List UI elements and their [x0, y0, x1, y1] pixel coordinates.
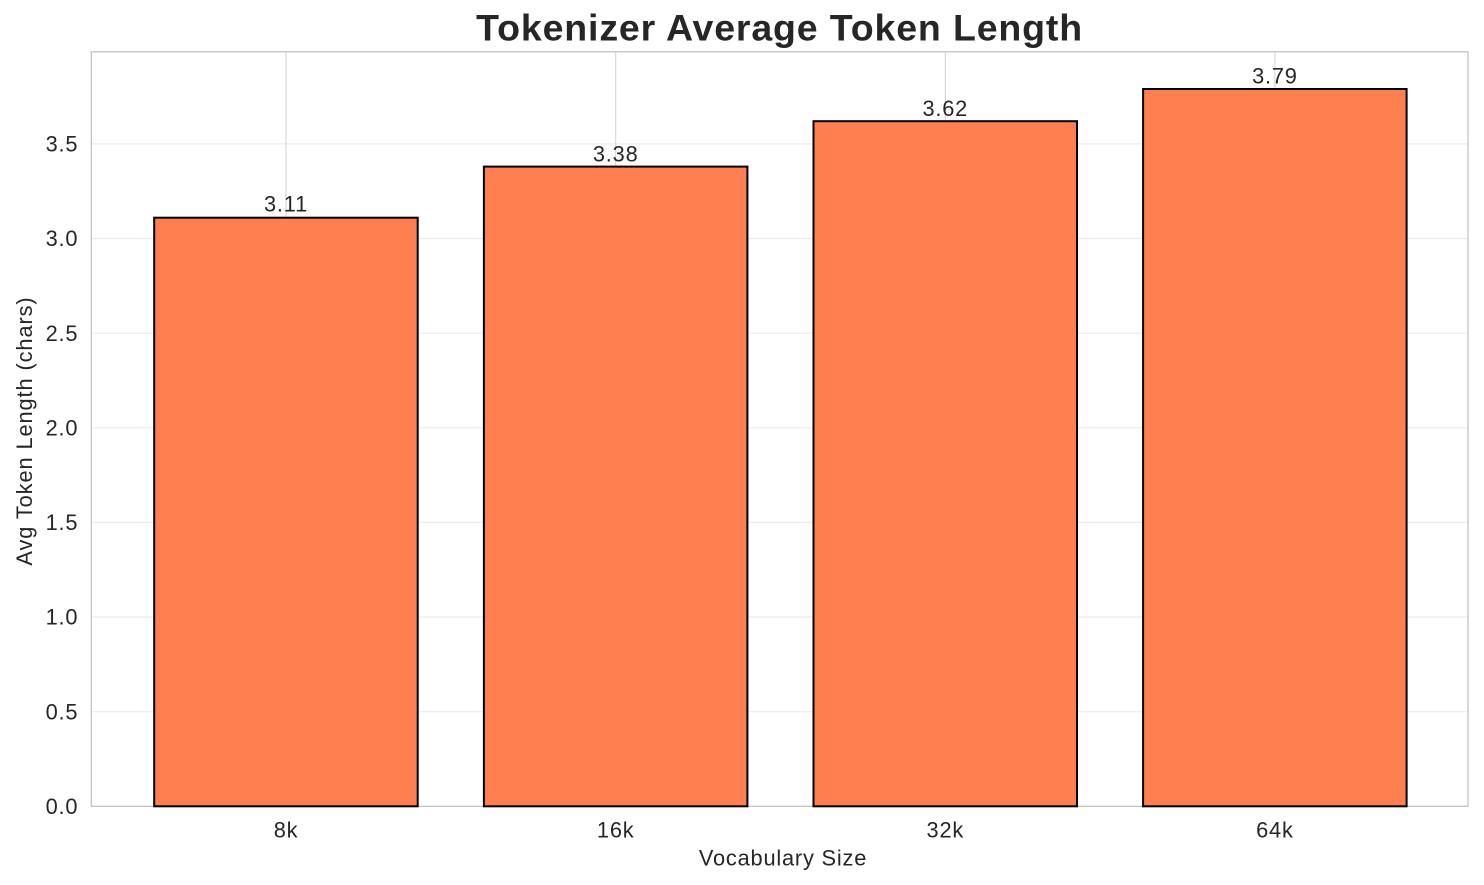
- svg-text:0.5: 0.5: [46, 699, 79, 724]
- svg-text:2.0: 2.0: [46, 416, 79, 441]
- svg-text:0.0: 0.0: [46, 794, 79, 819]
- svg-text:Avg Token Length (chars): Avg Token Length (chars): [12, 296, 37, 565]
- svg-text:32k: 32k: [927, 817, 965, 842]
- svg-text:16k: 16k: [597, 817, 635, 842]
- svg-text:64k: 64k: [1256, 817, 1294, 842]
- svg-text:3.5: 3.5: [46, 132, 79, 157]
- svg-text:2.5: 2.5: [46, 321, 79, 346]
- svg-text:Tokenizer Average Token Length: Tokenizer Average Token Length: [476, 6, 1083, 48]
- svg-text:3.38: 3.38: [593, 141, 639, 166]
- svg-text:8k: 8k: [274, 817, 299, 842]
- svg-text:3.0: 3.0: [46, 226, 79, 251]
- svg-text:1.0: 1.0: [46, 605, 79, 630]
- svg-text:3.11: 3.11: [264, 192, 308, 217]
- svg-text:3.79: 3.79: [1252, 64, 1298, 89]
- svg-text:1.5: 1.5: [46, 510, 79, 535]
- svg-text:3.62: 3.62: [922, 96, 968, 121]
- svg-text:Vocabulary Size: Vocabulary Size: [699, 845, 867, 870]
